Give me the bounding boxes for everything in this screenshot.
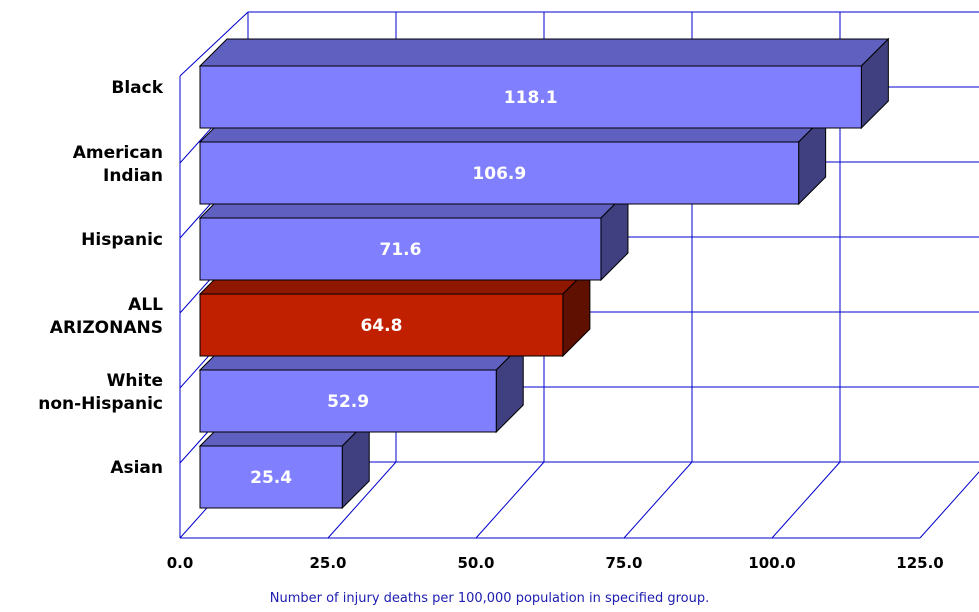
bar-data-label: 52.9 — [327, 392, 369, 412]
x-tick-label: 75.0 — [605, 554, 642, 572]
x-tick-label: 25.0 — [309, 554, 346, 572]
gridline-floor — [771, 461, 841, 539]
bar-series: 25.4 52.9 64.8 71.6 106.9 118.1 — [198, 37, 890, 510]
gridline-floor — [475, 461, 545, 539]
category-labels: Black American Indian Hispanic ALL ARIZONANS W… — [38, 78, 163, 478]
bar-front-face — [199, 445, 343, 509]
bar-data-label: 118.1 — [504, 88, 558, 108]
category-label: American Indian — [73, 143, 163, 186]
x-tick-label: 50.0 — [457, 554, 494, 572]
x-axis-title: Number of injury deaths per 100,000 popu… — [269, 591, 710, 606]
x-tick-label: 125.0 — [896, 554, 943, 572]
bar-front-face — [199, 217, 602, 281]
bar-front-face — [199, 141, 800, 205]
bar-data-label: 71.6 — [380, 240, 422, 260]
gridline-floor — [919, 471, 979, 539]
bar-data-label: 64.8 — [360, 316, 402, 336]
gridline-floor — [623, 461, 693, 539]
gridline-floor — [327, 461, 397, 539]
bar-black: 118.1 — [198, 37, 890, 130]
category-label: Asian — [110, 458, 163, 478]
category-label: Black — [111, 78, 163, 98]
x-tick-label: 100.0 — [748, 554, 795, 572]
side-wall-top-edge — [179, 11, 249, 77]
category-label: ALL ARIZONANS — [50, 295, 163, 338]
x-tick-label: 0.0 — [167, 554, 194, 572]
bar-data-label: 106.9 — [472, 164, 526, 184]
category-label: Hispanic — [81, 230, 163, 250]
bar-top-face — [198, 38, 890, 67]
bar-front-face — [199, 293, 564, 357]
bar-front-face — [199, 65, 862, 129]
bar-data-label: 25.4 — [250, 468, 292, 488]
category-label: White non-Hispanic — [38, 371, 163, 414]
x-tick-labels: 0.0 25.0 50.0 75.0 100.0 125.0 — [167, 554, 944, 572]
bar-front-face — [199, 369, 497, 433]
